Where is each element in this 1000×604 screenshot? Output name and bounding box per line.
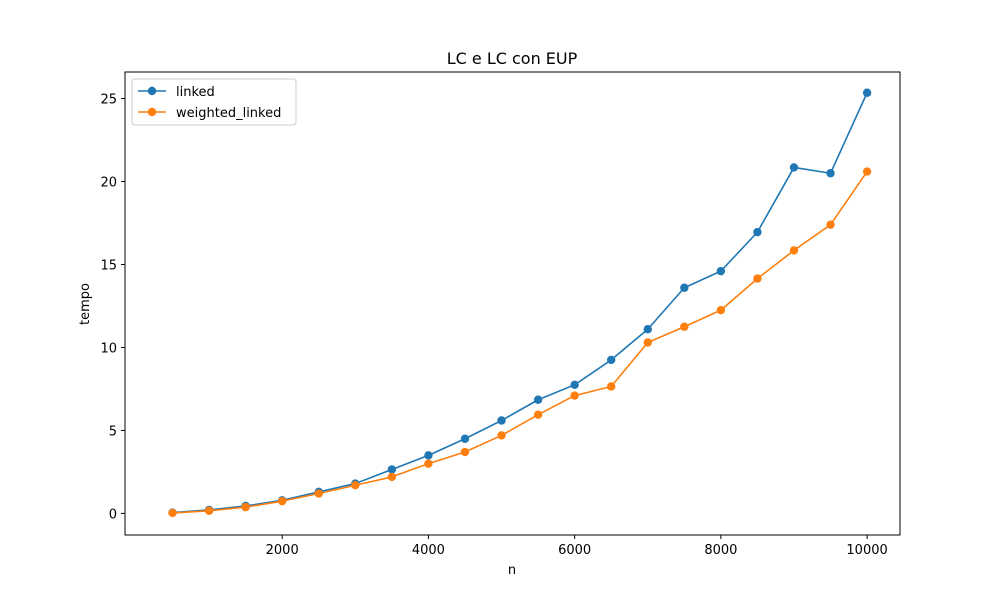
data-point-linked bbox=[680, 283, 689, 292]
data-point-linked bbox=[607, 355, 616, 365]
data-point-weighted_linked bbox=[789, 246, 799, 255]
y-tick-label: 10 bbox=[100, 341, 117, 356]
data-point-weighted_linked bbox=[241, 502, 250, 512]
data-point-weighted_linked bbox=[497, 431, 506, 440]
data-point-weighted_linked bbox=[533, 410, 543, 419]
data-point-weighted_linked bbox=[680, 322, 689, 331]
legend-marker-linked bbox=[147, 86, 157, 96]
y-tick-label: 20 bbox=[100, 176, 117, 191]
data-point-weighted_linked bbox=[826, 220, 835, 229]
data-point-weighted_linked bbox=[643, 338, 652, 347]
data-point-weighted_linked bbox=[204, 506, 214, 515]
data-point-linked bbox=[789, 163, 799, 172]
data-point-weighted_linked bbox=[753, 274, 762, 283]
data-point-linked bbox=[716, 266, 726, 276]
legend-marker-weighted_linked bbox=[147, 107, 157, 117]
y-tick-label: 15 bbox=[100, 259, 117, 274]
y-axis-label: tempo bbox=[78, 283, 93, 325]
data-point-linked bbox=[533, 395, 543, 404]
plot-area bbox=[125, 72, 900, 535]
data-point-weighted_linked bbox=[607, 382, 616, 391]
y-tick-label: 25 bbox=[100, 93, 117, 108]
x-tick-label: 2000 bbox=[266, 543, 299, 558]
legend: linked weighted_linked bbox=[131, 78, 297, 126]
data-point-weighted_linked bbox=[387, 472, 397, 482]
data-point-linked bbox=[497, 416, 506, 425]
chart-title: LC e LC con EUP bbox=[447, 49, 578, 68]
data-point-linked bbox=[826, 169, 835, 178]
series-layer bbox=[168, 88, 872, 518]
y-axis: 0 5 10 15 20 25 bbox=[100, 93, 125, 522]
x-axis: 2000 4000 6000 8000 10000 bbox=[266, 535, 888, 558]
data-point-linked bbox=[862, 88, 872, 97]
x-tick-label: 8000 bbox=[704, 543, 737, 558]
data-point-weighted_linked bbox=[460, 447, 470, 457]
data-point-weighted_linked bbox=[277, 496, 287, 506]
data-point-weighted_linked bbox=[351, 481, 360, 490]
data-point-linked bbox=[643, 325, 652, 334]
x-axis-label: n bbox=[508, 563, 516, 578]
data-point-weighted_linked bbox=[424, 459, 433, 468]
data-point-linked bbox=[424, 451, 433, 460]
data-point-linked bbox=[570, 380, 579, 390]
data-point-linked bbox=[460, 434, 470, 443]
data-point-linked bbox=[387, 465, 397, 474]
data-point-weighted_linked bbox=[314, 489, 323, 498]
series-line-weighted_linked bbox=[172, 171, 868, 514]
legend-label-linked: linked bbox=[176, 85, 215, 100]
data-point-weighted_linked bbox=[716, 305, 726, 315]
data-point-linked bbox=[753, 227, 762, 237]
series-line-linked bbox=[172, 92, 868, 514]
legend-box bbox=[131, 78, 297, 126]
data-point-weighted_linked bbox=[570, 391, 579, 400]
y-tick-label: 0 bbox=[109, 507, 117, 522]
data-point-weighted_linked bbox=[862, 167, 872, 176]
x-tick-label: 4000 bbox=[412, 543, 445, 558]
plot-frame bbox=[124, 71, 901, 536]
data-point-weighted_linked bbox=[168, 508, 177, 518]
y-tick-label: 5 bbox=[109, 424, 117, 439]
x-tick-label: 10000 bbox=[846, 543, 887, 558]
x-tick-label: 6000 bbox=[558, 543, 591, 558]
legend-label-weighted_linked: weighted_linked bbox=[176, 106, 281, 121]
